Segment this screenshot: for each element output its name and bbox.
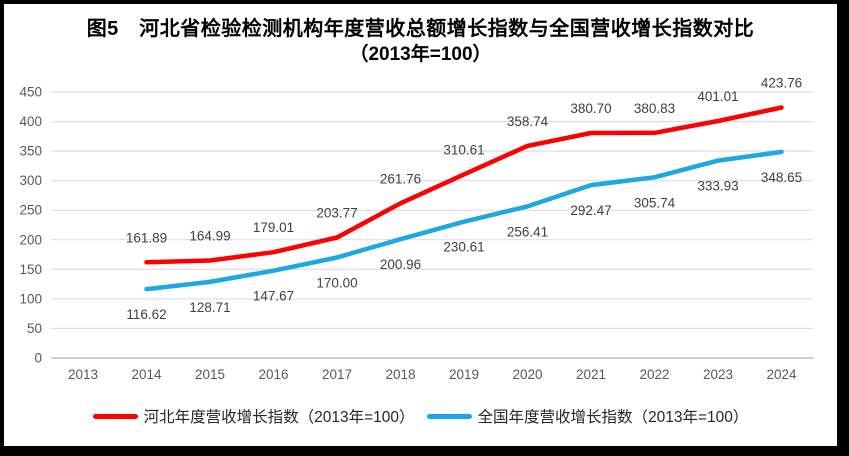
x-tick-label: 2021 [576, 367, 606, 382]
legend-marker-hebei-icon [92, 413, 138, 419]
data-label-series-0: 261.76 [380, 171, 421, 186]
y-tick-label: 150 [19, 262, 42, 277]
data-label-series-1: 230.61 [443, 240, 484, 255]
data-label-series-1: 292.47 [570, 203, 611, 218]
data-label-series-1: 170.00 [316, 276, 357, 291]
data-label-series-0: 179.01 [253, 220, 294, 235]
y-tick-label: 50 [27, 321, 42, 336]
y-tick-label: 0 [34, 351, 42, 366]
data-label-series-1: 200.96 [380, 257, 421, 272]
x-tick-label: 2020 [512, 367, 542, 382]
x-tick-label: 2024 [766, 367, 797, 382]
data-label-series-1: 333.93 [697, 179, 738, 194]
data-label-series-0: 380.83 [634, 101, 675, 116]
y-tick-label: 200 [19, 232, 42, 247]
chart-title: 图5 河北省检验检测机构年度营收总额增长指数与全国营收增长指数对比 [86, 18, 755, 40]
y-tick-label: 350 [19, 144, 42, 159]
data-label-series-0: 401.01 [697, 89, 738, 104]
legend-item-national[interactable]: 全国年度营收增长指数（2013年=100） [426, 405, 749, 427]
legend-marker-national-icon [426, 413, 472, 419]
data-label-series-0: 310.61 [443, 142, 484, 157]
data-label-series-1: 147.67 [253, 289, 294, 304]
series-line-0 [144, 105, 784, 265]
plot-area: 0 50 100 150 200 250 300 350 400 450 2013 2014 2015 2… [19, 76, 814, 382]
y-tick-label: 400 [19, 114, 42, 129]
data-label-series-1: 305.74 [634, 195, 676, 210]
data-label-series-0: 380.70 [570, 101, 611, 116]
x-tick-label: 2022 [639, 367, 669, 382]
data-label-series-0: 423.76 [761, 76, 802, 91]
x-tick-label: 2019 [449, 367, 479, 382]
y-tick-label: 300 [19, 173, 42, 188]
y-tick-label: 450 [19, 85, 42, 100]
data-label-series-0: 164.99 [189, 229, 230, 244]
x-tick-label: 2017 [322, 367, 352, 382]
legend: 河北年度营收增长指数（2013年=100） 全国年度营收增长指数（2013年=1… [4, 405, 837, 427]
x-tick-label: 2023 [703, 367, 733, 382]
series-line-1 [144, 149, 784, 292]
data-label-series-1: 128.71 [189, 300, 230, 315]
y-tick-label: 250 [19, 203, 42, 218]
x-tick-label: 2018 [385, 367, 415, 382]
data-label-series-0: 161.89 [126, 230, 167, 245]
data-label-series-0: 358.74 [507, 114, 549, 129]
legend-label-hebei: 河北年度营收增长指数（2013年=100） [143, 409, 415, 426]
x-tick-label: 2013 [68, 367, 98, 382]
legend-label-national: 全国年度营收增长指数（2013年=100） [477, 409, 749, 426]
legend-item-hebei[interactable]: 河北年度营收增长指数（2013年=100） [92, 405, 415, 427]
chart-title-block: 图5 河北省检验检测机构年度营收总额增长指数与全国营收增长指数对比 （2013年… [4, 15, 837, 67]
data-label-series-1: 256.41 [507, 224, 548, 239]
chart-canvas: 图5 河北省检验检测机构年度营收总额增长指数与全国营收增长指数对比 （2013年… [4, 4, 837, 446]
x-tick-label: 2016 [258, 367, 288, 382]
x-tick-label: 2015 [195, 367, 225, 382]
y-tick-label: 100 [19, 291, 42, 306]
x-tick-label: 2014 [131, 367, 162, 382]
data-label-series-1: 116.62 [126, 307, 166, 322]
data-label-series-1: 348.65 [761, 170, 802, 185]
data-label-series-0: 203.77 [316, 206, 357, 221]
chart-subtitle: （2013年=100） [349, 44, 492, 65]
